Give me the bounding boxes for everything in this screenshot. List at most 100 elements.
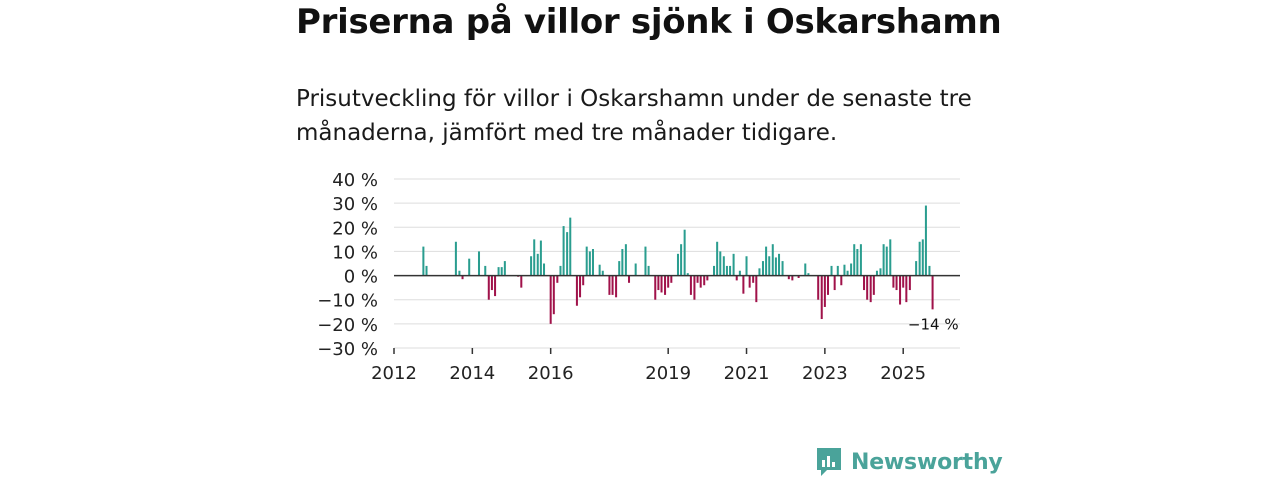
bar: [601, 270, 604, 276]
bar: [680, 244, 683, 276]
bar: [732, 253, 735, 276]
bar: [921, 239, 924, 276]
bar: [582, 275, 585, 286]
bar: [520, 275, 523, 288]
bar: [778, 253, 781, 276]
bar: [931, 275, 934, 310]
bar: [533, 239, 536, 276]
bar: [647, 265, 650, 276]
bar: [487, 275, 490, 300]
bar: [611, 275, 614, 295]
y-tick-label: −20 %: [317, 315, 378, 336]
bar: [484, 265, 487, 276]
y-tick-label: 40 %: [332, 170, 378, 191]
bar: [686, 273, 689, 276]
bar: [660, 275, 663, 293]
bar: [468, 258, 471, 276]
bar: [588, 251, 591, 276]
bar: [618, 261, 621, 276]
bar: [706, 275, 709, 281]
bar: [539, 240, 542, 276]
bar: [924, 205, 927, 276]
bar: [853, 244, 856, 276]
bar: [543, 263, 546, 276]
bar: [863, 275, 866, 291]
bar: [761, 261, 764, 276]
x-tick-label: 2016: [528, 363, 574, 384]
bar: [683, 229, 686, 276]
bar: [703, 275, 706, 286]
bar: [696, 275, 699, 283]
bar: [902, 275, 905, 288]
bar: [500, 267, 503, 276]
bar: [797, 275, 800, 278]
gridlines: [394, 178, 960, 349]
bar: [791, 275, 794, 281]
bar: [579, 275, 582, 298]
bar: [826, 275, 830, 295]
bar: [719, 251, 722, 276]
bar: [654, 275, 657, 300]
bar: [817, 275, 820, 300]
bar: [765, 246, 768, 276]
bar: [536, 253, 539, 276]
bar: [490, 275, 493, 291]
bar: [503, 261, 506, 276]
bar: [556, 275, 559, 283]
bar: [458, 270, 461, 276]
bars: [422, 205, 934, 324]
bar: [644, 246, 647, 276]
bar: [823, 275, 826, 307]
y-tick-label: 30 %: [332, 194, 378, 215]
bar: [575, 275, 578, 306]
bar: [585, 246, 588, 276]
bar: [889, 239, 892, 276]
bar: [729, 265, 732, 276]
newsworthy-logo-icon: [817, 448, 841, 476]
bar: [875, 270, 878, 276]
bar: [634, 263, 637, 276]
y-tick-label: −30 %: [317, 339, 378, 360]
bar: [569, 217, 572, 276]
bar: [879, 268, 882, 276]
brand-logo[interactable]: Newsworthy: [815, 446, 1003, 478]
bar: [722, 256, 725, 276]
bar: [742, 275, 745, 294]
bar: [699, 275, 702, 288]
bar: [807, 273, 810, 276]
bar: [895, 275, 898, 291]
bar: [885, 246, 888, 276]
bar: [549, 275, 552, 324]
bar: [676, 253, 679, 276]
x-tick-label: 2021: [724, 363, 770, 384]
bar: [758, 268, 761, 276]
bar: [497, 267, 500, 276]
bar: [928, 265, 931, 276]
bar: [628, 275, 631, 283]
bar: [869, 275, 872, 303]
y-tick-label: 10 %: [332, 242, 378, 263]
bar: [716, 241, 719, 276]
x-tick-label: 2023: [802, 363, 848, 384]
bar: [866, 275, 869, 300]
bar: [530, 256, 533, 276]
bar: [566, 232, 569, 276]
bar: [830, 265, 833, 276]
bar: [552, 275, 555, 315]
bar: [735, 275, 738, 281]
bar: [621, 249, 624, 276]
bar: [843, 264, 846, 276]
bar: [689, 275, 692, 295]
bar: [872, 275, 875, 295]
bar: [713, 265, 716, 276]
bar: [738, 270, 741, 276]
bar: [892, 275, 895, 288]
bar: [725, 265, 728, 276]
bar: [859, 244, 862, 276]
y-tick-label: −10 %: [317, 291, 378, 312]
bar: [477, 251, 481, 276]
bar: [882, 244, 885, 276]
bar: [693, 275, 696, 300]
bar: [745, 256, 748, 276]
